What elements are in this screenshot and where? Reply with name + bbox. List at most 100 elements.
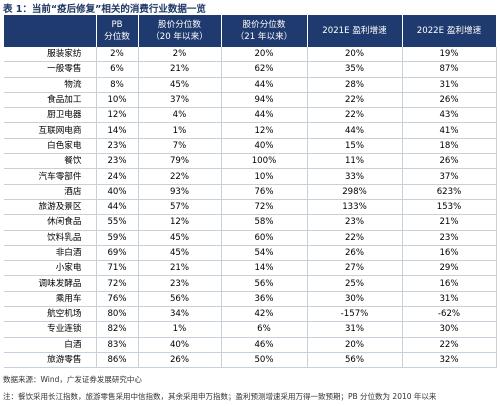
cell: 72% xyxy=(96,275,139,292)
table-body: 服装家纺 2% 2% 20% 20% 19% 一般零售 6% 21% 62% 35% 87% 物流 8% 4… xyxy=(4,47,497,369)
cell: 12% xyxy=(138,214,222,231)
cell: 26% xyxy=(402,153,497,170)
cell: 29% xyxy=(402,260,497,277)
row-label: 乘用车 xyxy=(4,291,97,308)
cell: 623% xyxy=(402,184,497,200)
row-label: 服装家纺 xyxy=(4,47,97,63)
cell: 7% xyxy=(138,138,222,155)
header-row: PB 分位数 股价分位数 （20 年以来） 股价分位数 （21 年以来） 2021E … xyxy=(4,15,497,47)
cell: 40% xyxy=(96,184,139,200)
cell: 54% xyxy=(221,245,308,262)
footnote: 注：餐饮采用长江指数，旅游零售采用中信指数，其余采用申万指数；盈利预测增速采用万… xyxy=(3,392,437,401)
table-row: 旅游零售 86% 26% 50% 56% 32% xyxy=(4,352,497,369)
cell: 31% xyxy=(402,291,497,308)
cell: 1% xyxy=(138,122,222,139)
header-cell: PB 分位数 xyxy=(96,15,139,47)
cell: 72% xyxy=(221,199,308,216)
table-row: 白色家电 23% 7% 40% 15% 18% xyxy=(4,138,497,155)
cell: 6% xyxy=(96,61,139,78)
cell: 22% xyxy=(307,230,403,246)
cell: 42% xyxy=(221,306,308,323)
row-label: 互联网电商 xyxy=(4,122,97,139)
row-label: 旅游及景区 xyxy=(4,199,97,216)
table-row: 厨卫电器 12% 4% 44% 22% 43% xyxy=(4,107,497,124)
cell: 28% xyxy=(307,77,403,93)
table-row: 白酒 83% 40% 46% 20% 22% xyxy=(4,337,497,353)
cell: 94% xyxy=(221,92,308,109)
cell: 18% xyxy=(402,138,497,155)
cell: 2% xyxy=(138,47,222,63)
cell: 8% xyxy=(96,77,139,93)
cell: 30% xyxy=(307,291,403,308)
cell: 35% xyxy=(307,61,403,78)
cell: 58% xyxy=(221,214,308,231)
cell: 45% xyxy=(138,245,222,262)
cell: 76% xyxy=(221,184,308,200)
cell: 93% xyxy=(138,184,222,200)
table-row: 服装家纺 2% 2% 20% 20% 19% xyxy=(4,47,497,63)
cell: 31% xyxy=(307,321,403,338)
cell: 1% xyxy=(138,321,222,338)
header-cell xyxy=(4,15,97,47)
row-label: 酒店 xyxy=(4,184,97,200)
cell: 12% xyxy=(96,107,139,124)
cell: 2% xyxy=(96,47,139,63)
cell: 44% xyxy=(96,199,139,216)
cell: 20% xyxy=(221,47,308,63)
cell: 21% xyxy=(138,61,222,78)
table-row: 调味发酵品 72% 23% 56% 25% 16% xyxy=(4,275,497,292)
row-label: 厨卫电器 xyxy=(4,107,97,124)
cell: 27% xyxy=(307,260,403,277)
cell: 40% xyxy=(138,337,222,353)
row-label: 一般零售 xyxy=(4,61,97,78)
cell: 30% xyxy=(402,321,497,338)
table-row: 物流 8% 45% 44% 28% 31% xyxy=(4,77,497,93)
cell: 60% xyxy=(221,230,308,246)
row-label: 物流 xyxy=(4,77,97,93)
cell: 56% xyxy=(221,275,308,292)
row-label: 调味发酵品 xyxy=(4,275,97,292)
cell: 26% xyxy=(307,245,403,262)
row-label: 非白酒 xyxy=(4,245,97,262)
row-label: 专业连锁 xyxy=(4,321,97,338)
cell: 298% xyxy=(307,184,403,200)
cell: 22% xyxy=(307,107,403,124)
header-cell: 2022E 盈利增速 xyxy=(402,15,497,47)
cell: 10% xyxy=(221,168,308,185)
table-row: 餐饮 23% 79% 100% 11% 26% xyxy=(4,153,497,170)
cell: -62% xyxy=(402,306,497,323)
cell: 23% xyxy=(96,153,139,170)
table-row: 汽车零部件 24% 22% 10% 33% 37% xyxy=(4,168,497,185)
cell: 44% xyxy=(221,77,308,93)
table-row: 乘用车 76% 56% 36% 30% 31% xyxy=(4,291,497,308)
table-row: 酒店 40% 93% 76% 298% 623% xyxy=(4,184,497,200)
cell: 10% xyxy=(96,92,139,109)
data-table: PB 分位数 股价分位数 （20 年以来） 股价分位数 （21 年以来） 2021E … xyxy=(4,15,497,369)
cell: 133% xyxy=(307,199,403,216)
cell: 83% xyxy=(96,337,139,353)
cell: 44% xyxy=(221,107,308,124)
cell: 153% xyxy=(402,199,497,216)
cell: 46% xyxy=(221,337,308,353)
cell: 21% xyxy=(138,260,222,277)
table-row: 旅游及景区 44% 57% 72% 133% 153% xyxy=(4,199,497,216)
header-cell: 2021E 盈利增速 xyxy=(307,15,403,47)
cell: 14% xyxy=(96,122,139,139)
row-label: 旅游零售 xyxy=(4,352,97,369)
cell: 80% xyxy=(96,306,139,323)
cell: 57% xyxy=(138,199,222,216)
cell: 31% xyxy=(402,77,497,93)
row-label: 餐饮 xyxy=(4,153,97,170)
table-title: 表 1：当前“疫后修复”相关的消费行业数据一览 xyxy=(3,4,206,15)
cell: 45% xyxy=(138,77,222,93)
cell: 32% xyxy=(402,352,497,369)
cell: 15% xyxy=(307,138,403,155)
cell: 59% xyxy=(96,230,139,246)
row-label: 白色家电 xyxy=(4,138,97,155)
table-row: 休闲食品 55% 12% 58% 23% 21% xyxy=(4,214,497,231)
table-row: 互联网电商 14% 1% 12% 44% 41% xyxy=(4,122,497,139)
cell: 71% xyxy=(96,260,139,277)
cell: 76% xyxy=(96,291,139,308)
cell: 21% xyxy=(402,214,497,231)
cell: 23% xyxy=(138,275,222,292)
